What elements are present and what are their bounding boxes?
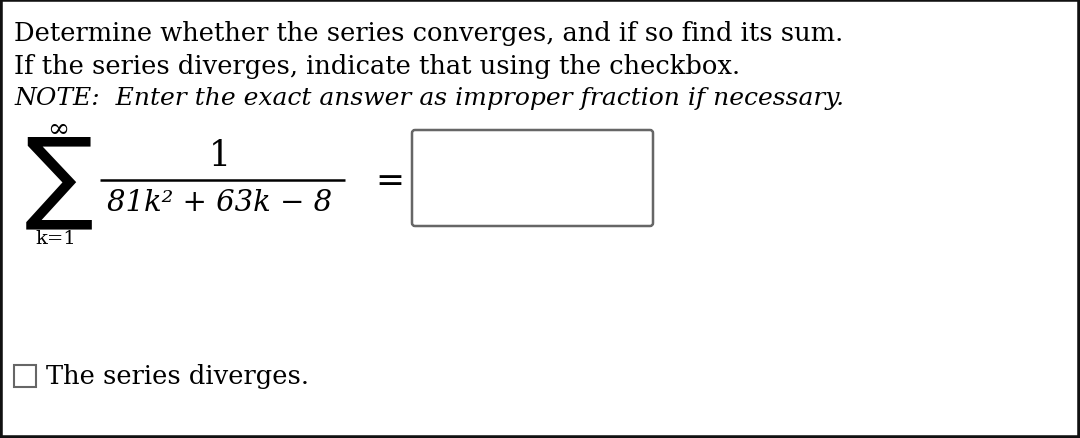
- Text: k=1: k=1: [36, 230, 77, 247]
- Text: 81k² + 63k − 8: 81k² + 63k − 8: [107, 189, 333, 216]
- FancyBboxPatch shape: [411, 131, 653, 226]
- Bar: [14, 365, 36, 387]
- Text: 1: 1: [208, 139, 231, 173]
- Text: ∞: ∞: [48, 116, 69, 141]
- Text: If the series diverges, indicate that using the checkbox.: If the series diverges, indicate that us…: [14, 54, 740, 79]
- Text: Determine whether the series converges, and if so find its sum.: Determine whether the series converges, …: [14, 21, 843, 46]
- Text: NOTE:  Enter the exact answer as improper fraction if necessary.: NOTE: Enter the exact answer as improper…: [14, 87, 845, 110]
- Text: =: =: [376, 164, 405, 198]
- Text: The series diverges.: The series diverges.: [46, 364, 309, 389]
- Text: $\sum$: $\sum$: [24, 136, 93, 232]
